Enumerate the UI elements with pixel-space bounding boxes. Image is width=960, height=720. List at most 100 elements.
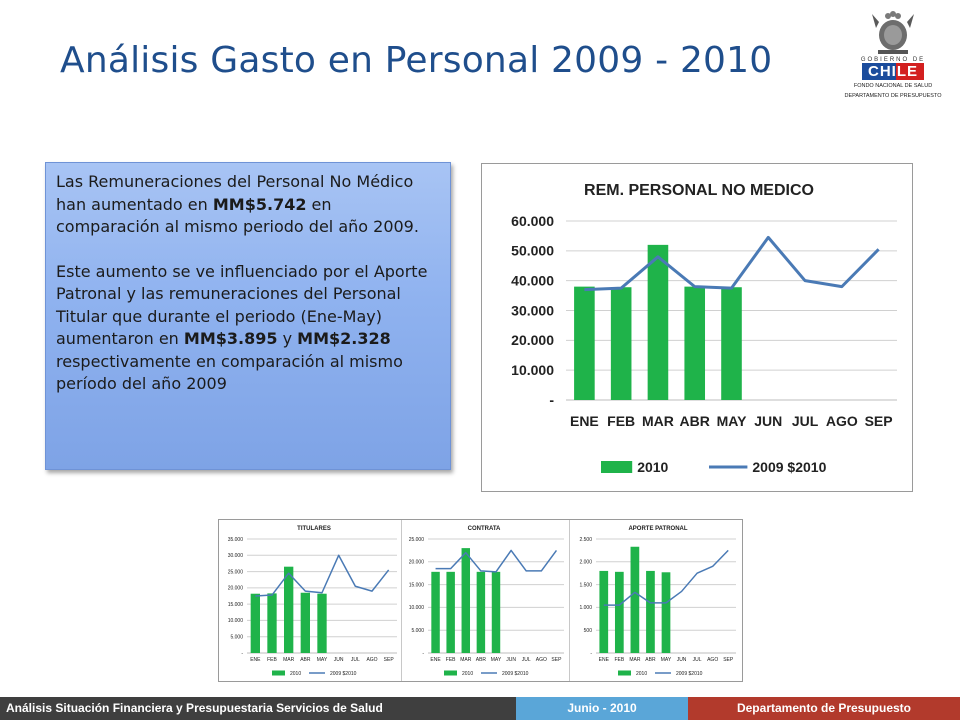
x-tick-label: MAR [283, 657, 295, 663]
bar-feb [614, 571, 624, 653]
info-amount: MM$5.742 [212, 194, 307, 214]
y-tick-label: 20.000 [511, 332, 554, 348]
bar-ene [250, 593, 260, 653]
series-line-2009 [435, 549, 558, 573]
x-tick-label: FEB [607, 413, 635, 429]
x-tick-label: ABR [300, 657, 311, 663]
y-tick-label: - [549, 392, 554, 408]
x-tick-label: SEP [551, 657, 562, 663]
bar-abr [684, 286, 706, 400]
legend-swatch-bar [444, 670, 457, 676]
info-text: en comparación al mismo periodo del año … [56, 194, 419, 237]
chart-title: APORTE PATRONAL [628, 526, 687, 532]
bar-feb [267, 593, 277, 653]
x-tick-label: MAY [491, 657, 502, 663]
y-tick-label: 500 [584, 628, 593, 634]
legend-label: 2010 [290, 671, 301, 677]
y-tick-label: - [422, 651, 424, 657]
x-tick-label: ABR [680, 413, 710, 429]
legend-label: 2009 $2010 [502, 671, 529, 677]
y-tick-label: 60.000 [511, 213, 554, 229]
x-tick-label: ABR [645, 657, 656, 663]
info-text: respectivamente en comparación al mismo … [56, 351, 403, 394]
bar-may [661, 572, 671, 653]
footer-department-text: Departamento de Presupuesto [688, 697, 960, 720]
gobierno-de-chile-logo: GOBIERNO DE CHILE FONDO NACIONAL DE SALU… [838, 10, 948, 118]
y-tick-label: 50.000 [511, 243, 554, 259]
y-tick-label: 1.000 [579, 605, 592, 611]
y-tick-label: 5.000 [230, 634, 243, 640]
chart-contrata: CONTRATA - 5.000 10.000 15.000 20.000 25.000 EN… [401, 520, 569, 681]
x-tick-label: MAY [317, 657, 328, 663]
info-text: Las Remuneraciones del Personal No Médic… [56, 172, 414, 214]
chart-titulares-svg: TITULARES - 5.000 10.000 15.000 20.000 25.000 3… [228, 526, 397, 677]
y-tick-label: 20.000 [228, 586, 244, 592]
x-tick-label: JUN [754, 413, 782, 429]
x-tick-label: AGO [707, 657, 718, 663]
x-tick-label: ENE [430, 657, 441, 663]
x-tick-label: JUL [522, 657, 531, 663]
chart-aporte-patronal-svg: APORTE PATRONAL - 500 1.000 1.500 2.000 2.500 E… [579, 526, 736, 677]
chart-titulares: TITULARES - 5.000 10.000 15.000 20.000 25.000 3… [219, 520, 401, 681]
coat-of-arms-icon [872, 11, 914, 54]
y-tick-label: 20.000 [409, 560, 425, 566]
x-tick-label: AGO [366, 657, 377, 663]
x-tick-label: ENE [250, 657, 261, 663]
x-tick-label: AGO [826, 413, 858, 429]
y-tick-label: - [241, 651, 243, 657]
bar-mar [461, 548, 471, 653]
legend-swatch-bar [272, 670, 285, 676]
chart-main-svg: REM. PERSONAL NO MEDICO - 10.000 20.000 30.0… [511, 182, 897, 475]
bar-may [721, 287, 742, 400]
x-tick-label: SEP [384, 657, 395, 663]
series-line-2009 [255, 554, 390, 597]
info-text-box: Las Remuneraciones del Personal No Médic… [45, 162, 451, 470]
bar-abr [300, 592, 310, 653]
chart-contrata-svg: CONTRATA - 5.000 10.000 15.000 20.000 25.000 EN… [409, 526, 564, 677]
bar-ene [574, 286, 595, 400]
chart-title: CONTRATA [468, 526, 501, 532]
bar-ene [431, 571, 440, 653]
x-tick-label: MAR [642, 413, 674, 429]
bar-may [491, 571, 501, 653]
x-tick-label: SEP [723, 657, 734, 663]
legend-label: 2009 $2010 [752, 459, 826, 475]
y-tick-label: 30.000 [228, 553, 244, 559]
y-tick-label: 25.000 [409, 537, 425, 543]
bar-abr [476, 571, 486, 653]
logo-gobierno-text: GOBIERNO DE [860, 57, 926, 63]
small-charts-panel: TITULARES - 5.000 10.000 15.000 20.000 25.000 3… [218, 519, 743, 682]
logo-chile-text: CHILE [862, 63, 924, 80]
x-tick-label: MAY [717, 413, 747, 429]
x-tick-label: JUN [334, 657, 344, 663]
footer-bar: Análisis Situación Financiera y Presupue… [0, 697, 960, 720]
chart-title: REM. PERSONAL NO MEDICO [584, 182, 814, 199]
x-tick-label: FEB [614, 657, 624, 663]
footer-left-text: Análisis Situación Financiera y Presupue… [0, 697, 516, 720]
logo-department-text: DEPARTAMENTO DE PRESUPUESTO [844, 93, 942, 99]
legend-label: 2010 [636, 671, 647, 677]
chart-title: TITULARES [297, 526, 331, 532]
x-tick-label: ENE [570, 413, 599, 429]
series-line-2009 [584, 235, 880, 292]
x-tick-label: ENE [599, 657, 610, 663]
legend-label: 2010 [462, 671, 473, 677]
x-tick-label: JUL [693, 657, 702, 663]
y-tick-label: 15.000 [409, 582, 425, 588]
x-tick-label: MAR [629, 657, 641, 663]
y-tick-label: 1.500 [579, 582, 592, 588]
info-text: y [277, 329, 298, 348]
bar-mar [630, 546, 640, 653]
info-paragraph-1: Las Remuneraciones del Personal No Médic… [56, 171, 438, 239]
chart-aporte-patronal: APORTE PATRONAL - 500 1.000 1.500 2.000 2.500 E… [569, 520, 742, 681]
series-line-2009 [603, 549, 729, 606]
x-tick-label: FEB [446, 657, 456, 663]
bar-may [317, 593, 327, 653]
y-tick-label: 35.000 [228, 537, 244, 543]
legend-swatch-bar [618, 670, 631, 676]
x-tick-label: JUL [792, 413, 819, 429]
x-tick-label: MAR [460, 657, 472, 663]
y-tick-label: 10.000 [228, 618, 244, 624]
y-tick-label: 10.000 [511, 362, 554, 378]
info-paragraph-2: Este aumento se ve influenciado por el A… [56, 261, 438, 396]
